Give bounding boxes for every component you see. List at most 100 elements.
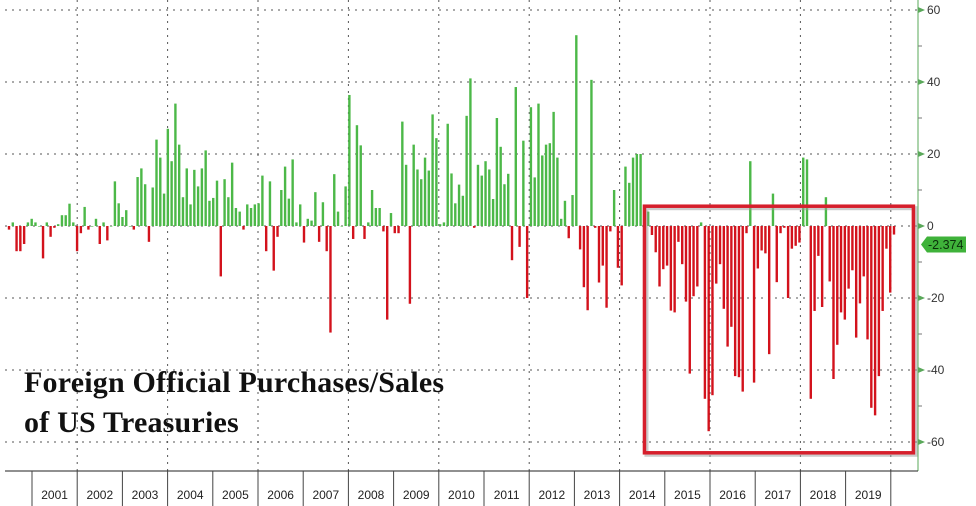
bar [783, 226, 786, 228]
bar [817, 226, 820, 256]
y-axis-tick-arrow-icon [918, 79, 925, 85]
bar [594, 226, 597, 228]
bar [681, 226, 684, 265]
bar [22, 226, 26, 244]
bar [30, 218, 33, 226]
bar [563, 200, 567, 226]
bar [442, 222, 446, 226]
bar [578, 226, 582, 250]
bar [586, 226, 589, 311]
bar [480, 175, 483, 226]
y-tick-label: -40 [927, 363, 945, 377]
x-tick-label: 2012 [538, 488, 565, 502]
bar [461, 195, 465, 226]
bar [132, 226, 136, 230]
bar [767, 226, 771, 355]
y-tick-label: -60 [927, 435, 945, 449]
bar [389, 213, 393, 226]
bar [227, 197, 230, 226]
chart-title-line-1: Foreign Official Purchases/Sales [24, 366, 445, 399]
bar [374, 208, 378, 226]
x-tick-label: 2004 [177, 488, 204, 502]
bar [472, 226, 476, 228]
bar [537, 103, 540, 226]
bar [299, 204, 302, 226]
bar [329, 226, 332, 333]
bar [181, 197, 185, 226]
bar [401, 121, 404, 226]
bar [234, 208, 238, 226]
bar [378, 208, 381, 226]
bar [416, 169, 419, 226]
bar [609, 226, 612, 232]
bar [91, 226, 94, 227]
bar [775, 226, 778, 283]
bar [340, 226, 344, 227]
x-tick-label: 2006 [267, 488, 294, 502]
bar [597, 226, 601, 283]
bar [559, 218, 563, 226]
bar [737, 226, 741, 378]
bar [813, 226, 816, 311]
bar [404, 164, 408, 226]
bar [238, 211, 241, 226]
bar [272, 226, 275, 271]
bar [276, 226, 279, 237]
bar [302, 226, 306, 243]
bar [457, 184, 461, 226]
bar [688, 226, 691, 374]
bar [83, 206, 86, 226]
y-axis-tick-arrow-icon [918, 151, 925, 157]
bar [242, 226, 245, 230]
bar [745, 226, 748, 234]
bar [355, 125, 359, 226]
bar [310, 220, 313, 226]
bar [102, 222, 105, 226]
x-tick-label: 2019 [855, 488, 882, 502]
bar [79, 226, 83, 234]
bar [590, 79, 593, 226]
bar [692, 226, 695, 297]
bar [53, 226, 56, 228]
bar [786, 226, 790, 298]
bar [60, 215, 64, 226]
bar [677, 226, 680, 242]
bar [246, 204, 249, 226]
bar [393, 226, 396, 234]
bar [889, 226, 892, 293]
bar [673, 226, 676, 313]
bar [722, 226, 726, 309]
y-tick-label: 20 [927, 147, 941, 161]
bar [151, 187, 154, 226]
x-tick-label: 2001 [41, 488, 68, 502]
bar [756, 226, 760, 269]
y-tick-label: 60 [927, 3, 941, 17]
bar [752, 226, 756, 383]
bar [741, 226, 744, 392]
bar [488, 169, 491, 226]
bar [454, 203, 457, 226]
bar [476, 164, 480, 226]
x-tick-label: 2009 [403, 488, 430, 502]
bar [162, 193, 166, 226]
bar [147, 226, 151, 242]
bar [571, 195, 574, 226]
bar [283, 166, 287, 226]
bar [495, 118, 499, 226]
bar [624, 166, 627, 226]
bar [41, 226, 45, 259]
bar [431, 114, 434, 226]
bar [170, 161, 173, 226]
bar [219, 226, 222, 277]
bar [264, 226, 268, 252]
bar [193, 169, 196, 226]
bar [820, 226, 824, 307]
bar [847, 226, 850, 289]
bar [650, 226, 654, 235]
bar [177, 144, 181, 226]
bar [567, 226, 570, 239]
y-axis-tick-arrow-icon [918, 367, 925, 373]
bar [699, 222, 703, 226]
bar [287, 198, 291, 226]
bar [212, 197, 215, 226]
